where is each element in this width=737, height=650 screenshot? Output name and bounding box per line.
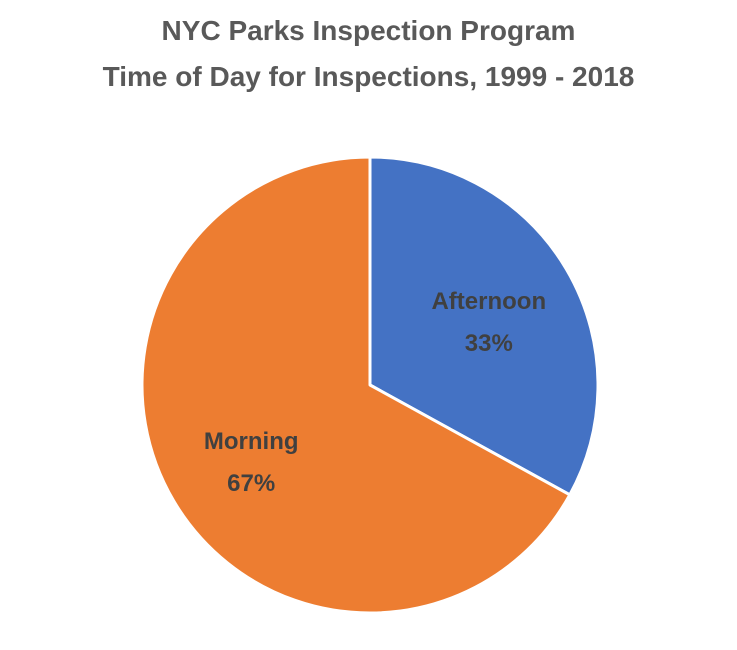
chart-title: NYC Parks Inspection Program bbox=[161, 15, 576, 46]
data-label-category: Afternoon bbox=[431, 288, 546, 315]
chart-subtitle: Time of Day for Inspections, 1999 - 2018 bbox=[102, 61, 635, 92]
data-label-category: Morning bbox=[204, 428, 299, 455]
pie-labels: Afternoon 33% Morning 67% bbox=[204, 288, 546, 497]
data-label-percent: 67% bbox=[227, 470, 275, 497]
pie-slices bbox=[140, 155, 600, 615]
chart-title-block: NYC Parks Inspection Program Time of Day… bbox=[0, 8, 737, 100]
data-label-percent: 33% bbox=[465, 330, 513, 357]
pie-slice-morning bbox=[140, 155, 572, 615]
pie-slice-afternoon bbox=[368, 155, 600, 497]
data-label-afternoon: Afternoon 33% bbox=[431, 288, 546, 357]
data-label-morning: Morning 67% bbox=[204, 428, 299, 497]
